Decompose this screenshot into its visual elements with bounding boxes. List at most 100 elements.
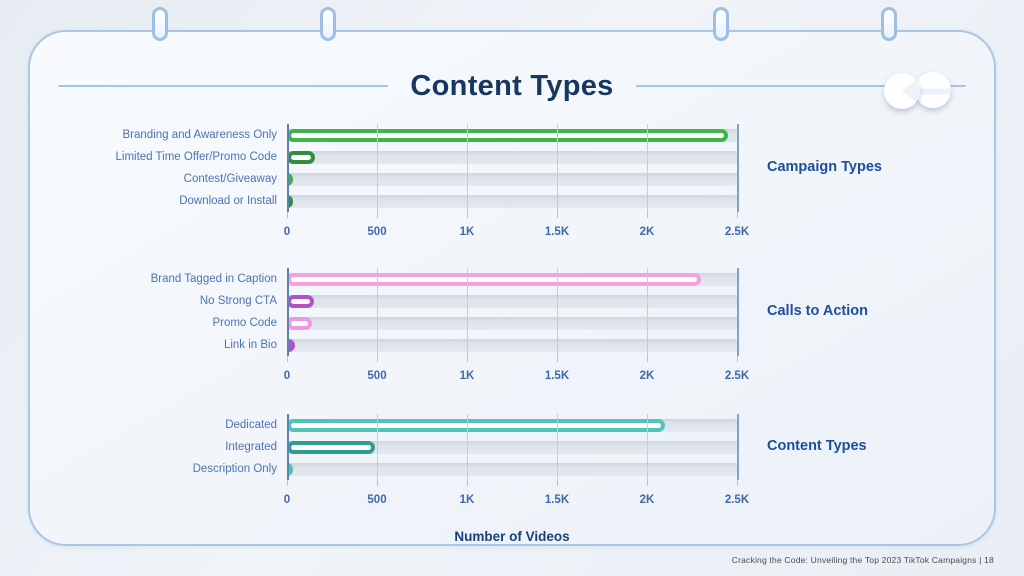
chart-section-label: Calls to Action <box>767 303 868 319</box>
category-label: Contest/Giveaway <box>183 173 277 185</box>
chart-section-label: Content Types <box>767 438 867 454</box>
category-label: Description Only <box>192 463 277 475</box>
category-label: Link in Bio <box>223 339 277 351</box>
axis-tick <box>647 480 648 486</box>
gridline <box>467 414 468 480</box>
logo-circle-left <box>884 73 920 109</box>
axis-tick-label: 0 <box>283 370 291 382</box>
axis-tick-label: 2.5K <box>724 370 750 382</box>
gridline <box>647 414 648 480</box>
axis-tick-label: 2K <box>639 494 655 506</box>
axis-tick-label: 2.5K <box>724 494 750 506</box>
category-label: Limited Time Offer/Promo Code <box>115 151 278 163</box>
header-divider-right <box>635 85 966 87</box>
bar-track <box>287 339 737 352</box>
axis-tick <box>737 212 738 218</box>
axis-tick-label: 500 <box>367 494 387 506</box>
axis-tick <box>557 356 558 362</box>
axis-tick <box>287 480 288 486</box>
gridline <box>287 268 289 356</box>
bar-track <box>287 151 737 164</box>
axis-tick <box>287 212 288 218</box>
axis-tick-label: 1K <box>459 370 475 382</box>
bar <box>287 151 315 164</box>
axis-tick-label: 500 <box>367 370 387 382</box>
axis-tick <box>557 212 558 218</box>
bar-track <box>287 173 737 186</box>
axis-tick <box>377 356 378 362</box>
axis-tick-label: 1.5K <box>544 370 570 382</box>
bar-chart-campaign-types: Branding and Awareness Only Limited Time … <box>60 124 980 248</box>
axis-tick-label: 1.5K <box>544 226 570 238</box>
gridline <box>287 124 289 212</box>
axis-tick <box>377 480 378 486</box>
gridline <box>377 268 378 356</box>
axis-tick <box>737 356 738 362</box>
notebook-card <box>28 30 996 546</box>
bar <box>287 195 293 208</box>
bar <box>287 419 665 432</box>
category-label: Branding and Awareness Only <box>122 129 278 141</box>
gridline <box>557 414 558 480</box>
axis-tick-label: 1.5K <box>544 494 570 506</box>
axis-tick-label: 1K <box>459 494 475 506</box>
bar <box>287 463 293 476</box>
gridline <box>377 414 378 480</box>
axis-tick <box>647 356 648 362</box>
axis-tick <box>377 212 378 218</box>
gridline <box>737 268 739 356</box>
gridline <box>467 268 468 356</box>
gridline <box>377 124 378 212</box>
slide-header: Content Types <box>58 62 966 110</box>
binder-ring-icon <box>713 7 729 41</box>
axis-tick <box>647 212 648 218</box>
category-label: Integrated <box>225 441 277 453</box>
x-axis-title: Number of Videos <box>0 528 1024 546</box>
axis-tick-label: 0 <box>283 226 291 238</box>
bar <box>287 273 701 286</box>
axis-tick <box>467 480 468 486</box>
bar <box>287 317 313 330</box>
bar-chart-content-types: Dedicated Integrated Description Only 0 500 1… <box>60 414 980 516</box>
bar-chart-calls-to-action: Brand Tagged in Caption No Strong CTA Prom… <box>60 268 980 392</box>
axis-tick-label: 2K <box>639 370 655 382</box>
bar <box>287 295 314 308</box>
bar <box>287 173 293 186</box>
smiley-face-logo-icon <box>884 72 952 110</box>
page-title: Content Types <box>410 69 614 102</box>
header-divider-left <box>58 85 389 87</box>
bar <box>287 129 728 142</box>
bar <box>287 339 296 352</box>
binder-ring-icon <box>152 7 168 41</box>
category-label: Promo Code <box>212 317 277 329</box>
bar-track <box>287 295 737 308</box>
gridline <box>737 414 739 480</box>
binder-ring-icon <box>320 7 336 41</box>
category-label: Download or Install <box>179 195 277 207</box>
bar <box>287 441 376 454</box>
axis-tick-label: 2.5K <box>724 226 750 238</box>
bar-track <box>287 195 737 208</box>
gridline <box>557 124 558 212</box>
axis-tick <box>737 480 738 486</box>
x-axis-title-text: Number of Videos <box>440 529 584 544</box>
gridline <box>287 414 289 480</box>
gridline <box>557 268 558 356</box>
footer-credit: Cracking the Code: Unveiling the Top 202… <box>731 555 994 565</box>
gridline <box>737 124 739 212</box>
axis-tick-label: 500 <box>367 226 387 238</box>
axis-tick-label: 1K <box>459 226 475 238</box>
axis-tick-label: 2K <box>639 226 655 238</box>
axis-tick-label: 0 <box>283 494 291 506</box>
axis-tick <box>467 212 468 218</box>
axis-tick <box>287 356 288 362</box>
category-label: Dedicated <box>225 419 277 431</box>
category-label: Brand Tagged in Caption <box>150 273 277 285</box>
axis-tick <box>467 356 468 362</box>
binder-ring-icon <box>881 7 897 41</box>
chart-section-label: Campaign Types <box>767 159 882 175</box>
axis-tick <box>557 480 558 486</box>
bar-track <box>287 317 737 330</box>
gridline <box>647 268 648 356</box>
